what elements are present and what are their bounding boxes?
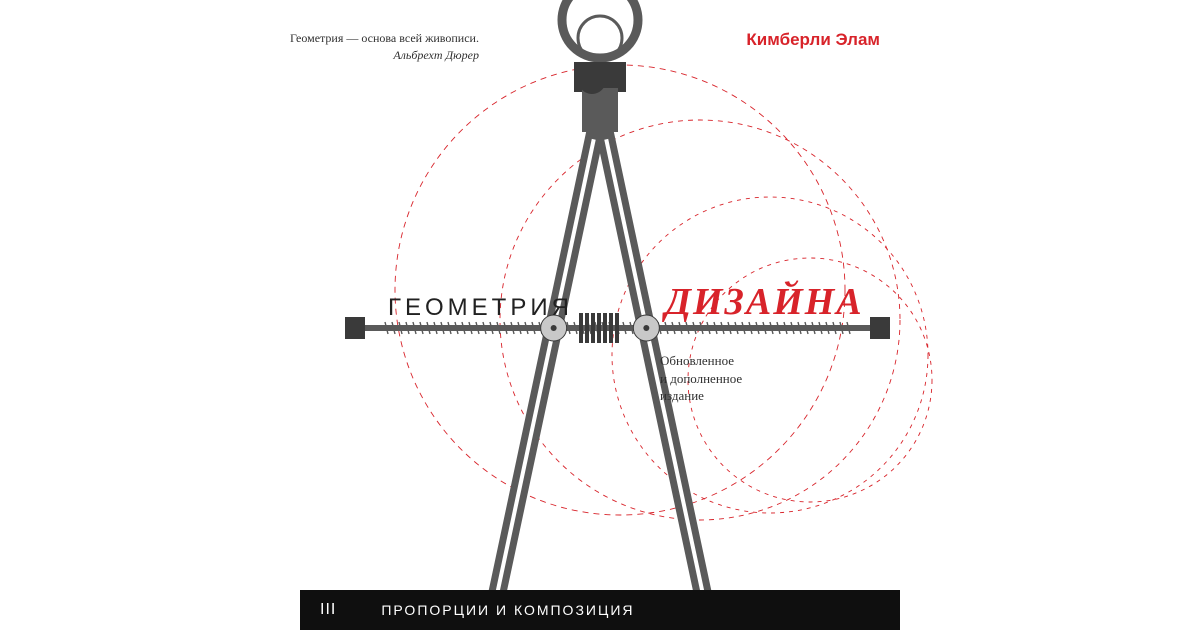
footer-number: III — [320, 601, 336, 619]
edition-line1: Обновленное — [660, 352, 742, 370]
title-word-geometry: ГЕОМЕТРИЯ — [388, 294, 573, 322]
footer-bar: III ПРОПОРЦИИ И КОМПОЗИЦИЯ — [300, 590, 900, 630]
book-author: Кимберли Элам — [746, 30, 880, 50]
edition-line2: и дополненное — [660, 370, 742, 388]
compass-illustration — [0, 0, 1200, 630]
edition-line3: издание — [660, 387, 742, 405]
epigraph-quote: Геометрия — основа всей живописи. Альбре… — [290, 30, 479, 64]
footer-text: ПРОПОРЦИИ И КОМПОЗИЦИЯ — [381, 602, 634, 618]
quote-text: Геометрия — основа всей живописи. — [290, 30, 479, 47]
edition-note: Обновленное и дополненное издание — [660, 352, 742, 405]
quote-author: Альбрехт Дюрер — [290, 47, 479, 64]
title-word-design: ДИЗАЙНА — [665, 280, 864, 324]
